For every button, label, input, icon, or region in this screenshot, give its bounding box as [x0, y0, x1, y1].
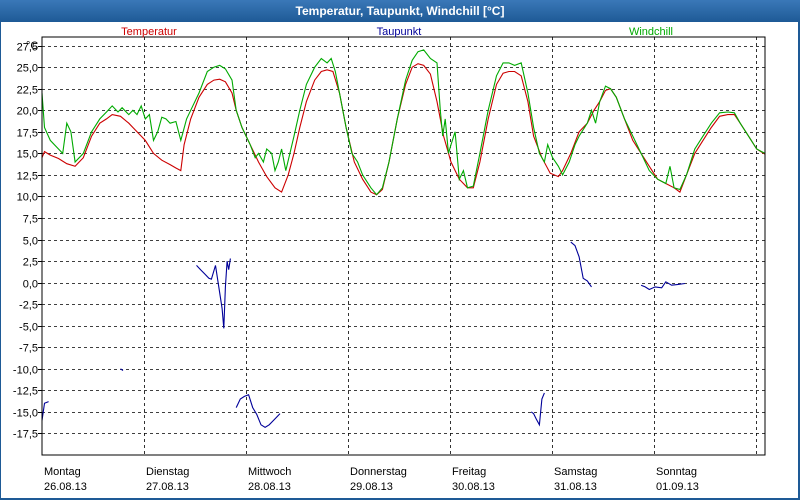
y-tick-label: -7,5: [19, 343, 38, 355]
x-tick-label-date: 29.08.13: [350, 481, 393, 493]
y-tick-label: 7,5: [23, 214, 38, 226]
y-tick-label: 10,0: [17, 192, 38, 204]
y-tick-label: 20,0: [17, 106, 38, 118]
y-tick-label: 15,0: [17, 149, 38, 161]
x-tick-label-date: 01.09.13: [656, 481, 699, 493]
series-lines: [42, 49, 765, 429]
series-line-taupunkt: [640, 281, 685, 291]
y-tick-label: -2,5: [19, 300, 38, 312]
x-tick-label-day: Sonntag: [656, 466, 697, 478]
chart-title: Temperatur, Taupunkt, Windchill [°C]: [0, 0, 800, 22]
legend-entry-temperatur: Temperatur: [121, 26, 177, 38]
y-tick-label: 22,5: [17, 85, 38, 97]
series-line-taupunkt: [530, 392, 545, 427]
y-tick-labels: 27,5 25,0 22,5 20,0 17,5 15,0 12,5 10,0 7,5 5,0 2,…: [13, 42, 38, 441]
x-tick-label-day: Samstag: [554, 466, 597, 478]
y-tick-label: -10,0: [13, 365, 38, 377]
series-line-taupunkt: [196, 258, 231, 329]
y-tick-label: 12,5: [17, 171, 38, 183]
series-line-windchill: [42, 49, 765, 196]
x-tick-label-date: 28.08.13: [248, 481, 291, 493]
x-tick-label-day: Donnerstag: [350, 466, 407, 478]
y-tick-label: -17,5: [13, 429, 38, 441]
plot-border: [41, 36, 766, 456]
series-line-taupunkt: [42, 401, 49, 421]
legend-entry-windchill: Windchill: [629, 26, 673, 38]
x-tick-labels: Montag 26.08.13 Dienstag 27.08.13 Mittwoch 28…: [44, 466, 699, 493]
series-line-taupunkt: [120, 368, 124, 371]
x-tick-label-day: Freitag: [452, 466, 486, 478]
chart-panel: 27,5 25,0 22,5 20,0 17,5 15,0 12,5 10,0 7,5 5,0 2,…: [1, 22, 798, 498]
x-tick-label-day: Dienstag: [146, 466, 189, 478]
x-tick-label-date: 27.08.13: [146, 481, 189, 493]
x-tick-label-date: 26.08.13: [44, 481, 87, 493]
y-tick-label: 27,5: [17, 42, 38, 54]
y-tick-label: 2,5: [23, 257, 38, 269]
line-chart: 27,5 25,0 22,5 20,0 17,5 15,0 12,5 10,0 7,5 5,0 2,…: [13, 26, 766, 493]
y-tick-label: -12,5: [13, 386, 38, 398]
x-tick-label-day: Mittwoch: [248, 466, 291, 478]
series-line-temperatur: [42, 63, 765, 196]
y-tick-label: 0,0: [23, 279, 38, 291]
legend: Temperatur Taupunkt Windchill: [121, 26, 673, 38]
y-tick-label: -5,0: [19, 322, 38, 334]
y-tick-label: 5,0: [23, 236, 38, 248]
y-tick-label: 17,5: [17, 128, 38, 140]
axes: [38, 36, 766, 456]
y-tick-label: 25,0: [17, 63, 38, 75]
series-line-taupunkt: [235, 393, 281, 429]
x-tick-label-date: 30.08.13: [452, 481, 495, 493]
grid-lines: [42, 37, 765, 455]
x-tick-label-date: 31.08.13: [554, 481, 597, 493]
y-tick-label: -15,0: [13, 408, 38, 420]
series-line-taupunkt: [570, 241, 592, 288]
legend-entry-taupunkt: Taupunkt: [377, 26, 422, 38]
y-axis-unit-label: °C: [26, 40, 38, 52]
x-tick-label-day: Montag: [44, 466, 81, 478]
